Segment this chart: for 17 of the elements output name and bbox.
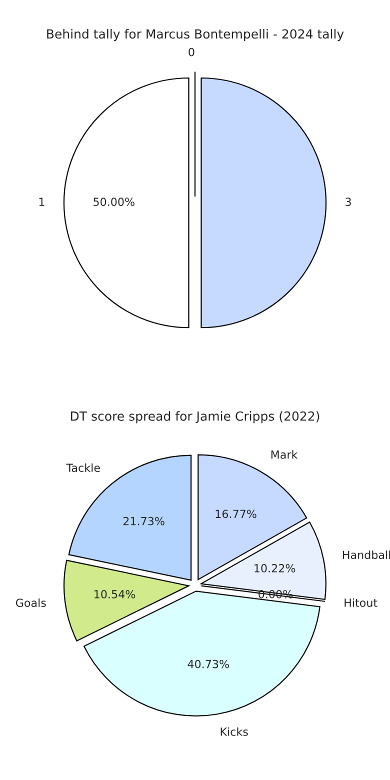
data-label: 16.77% (216, 510, 256, 518)
category-label: Hitout (344, 598, 378, 607)
data-label: 50.00% (94, 198, 134, 206)
slice-label: 3 (346, 198, 351, 206)
data-label: 40.73% (188, 660, 229, 668)
chart-title: Behind tally for Marcus Bontempelli - 2024 tally (47, 28, 344, 42)
chart-title: DT score spread for Jamie Cripps (2022) (71, 411, 320, 424)
data-label: 10.54% (94, 590, 136, 598)
slice-label: Kicks (220, 727, 248, 736)
slice-label: Goals (16, 598, 46, 608)
slice-label: Tackle (66, 463, 100, 472)
data-label: 21.73% (123, 516, 164, 526)
data-label: 10.22% (254, 564, 296, 572)
slice-label: Mark (271, 450, 298, 459)
slice-label: 1 (39, 198, 44, 206)
category-label: 0 (188, 48, 194, 56)
slice-label: Handball (342, 550, 390, 560)
